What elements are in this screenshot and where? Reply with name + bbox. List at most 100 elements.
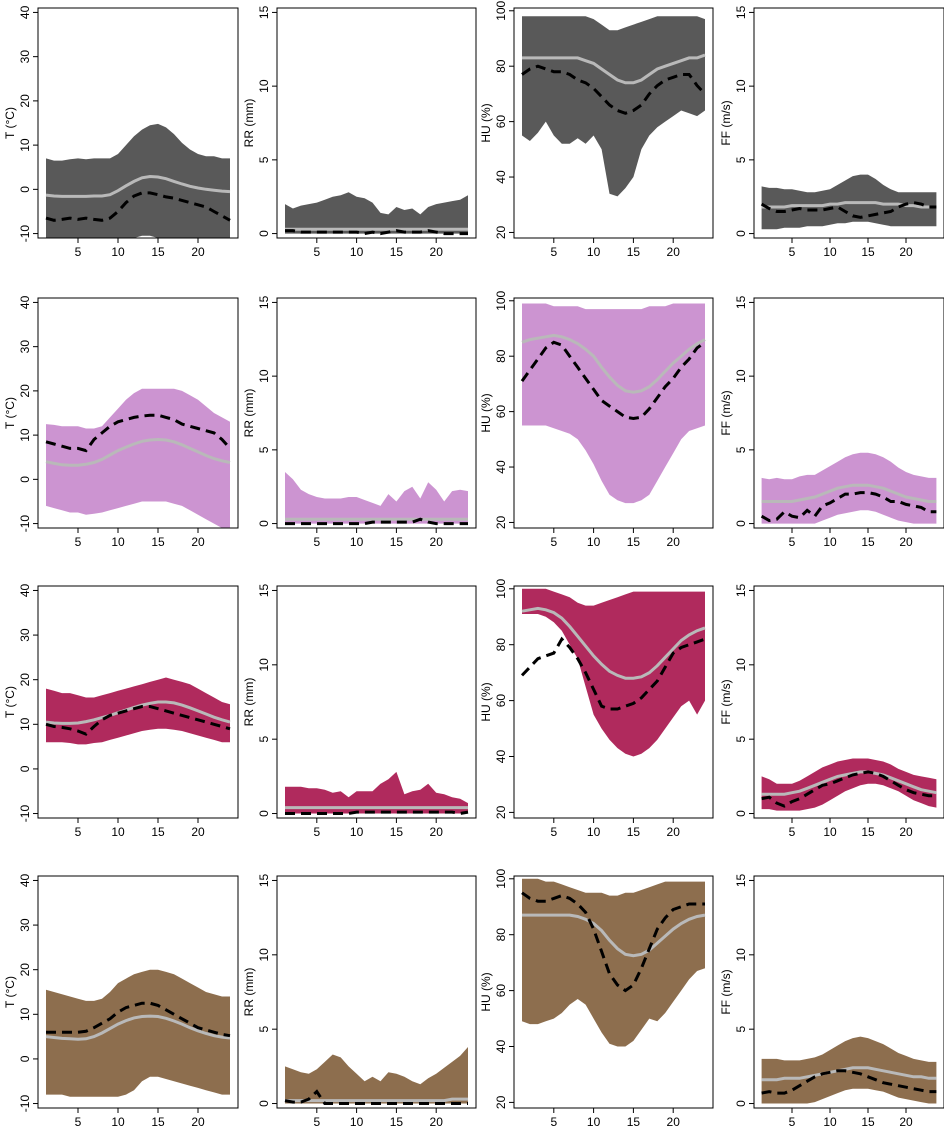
panel-frame <box>37 585 239 819</box>
x-tick-label: 5 <box>789 1115 796 1129</box>
y-tick-label: 15 <box>734 583 748 597</box>
y-tick-label: 20 <box>494 515 508 529</box>
y-tick-label: 40 <box>494 1040 508 1054</box>
envelope-band <box>522 303 705 504</box>
x-tick-label: 5 <box>789 535 796 549</box>
x-tick-label: 15 <box>390 1115 404 1129</box>
y-tick-label: 10 <box>257 79 271 93</box>
y-tick-label: 0 <box>734 520 748 527</box>
x-tick-label: 10 <box>823 1115 837 1129</box>
y-tick-label: 15 <box>734 295 748 309</box>
panel-plot-area <box>761 1036 937 1104</box>
y-tick-label: 20 <box>494 1095 508 1109</box>
envelope-band <box>761 452 937 524</box>
x-tick-label: 10 <box>111 535 125 549</box>
envelope-band <box>522 878 705 1047</box>
y-tick-label: -10 <box>18 225 32 243</box>
panel-frame <box>753 585 944 819</box>
y-tick-label: 30 <box>18 50 32 64</box>
y-tick-label: 100 <box>494 290 508 310</box>
y-axis-label: RR (mm) <box>242 99 256 148</box>
x-tick-label: 10 <box>823 535 837 549</box>
panel-plot-area <box>520 588 706 757</box>
x-tick-label: 20 <box>667 245 681 259</box>
y-tick-label: -10 <box>18 805 32 823</box>
dashed-line <box>45 191 231 222</box>
panel-plot-area <box>285 192 468 236</box>
y-tick-label: 15 <box>257 295 271 309</box>
panel-frame <box>276 585 477 819</box>
dashed-line <box>521 64 707 115</box>
y-axis-label: T (°C) <box>3 976 17 1008</box>
x-tick-label: 10 <box>350 245 364 259</box>
y-tick-label: 15 <box>257 5 271 19</box>
y-tick-label: 80 <box>494 349 508 363</box>
envelope-band <box>46 969 230 1097</box>
x-tick-label: 15 <box>861 825 875 839</box>
y-tick-label: 100 <box>494 0 508 20</box>
y-axis-label: HU (%) <box>479 393 493 432</box>
y-axis-label: T (°C) <box>3 397 17 429</box>
dashed-line <box>521 891 705 993</box>
y-tick-label: 0 <box>18 186 32 193</box>
y-tick-label: 100 <box>494 578 508 598</box>
y-axis-label: RR (mm) <box>242 678 256 727</box>
x-tick-label: 15 <box>627 1115 641 1129</box>
y-tick-label: 5 <box>257 736 271 743</box>
x-tick-label: 20 <box>899 535 913 549</box>
panel-frame <box>513 297 714 529</box>
x-tick-label: 10 <box>111 245 125 259</box>
panel-row4-wind: 5 10 15 20 0 5 10 15 FF (m/s) <box>719 873 944 1129</box>
y-axis-label: FF (m/s) <box>719 100 733 145</box>
x-tick-label: 15 <box>861 1115 875 1129</box>
y-tick-label: 60 <box>494 115 508 129</box>
dashed-line <box>45 413 232 453</box>
dashed-line <box>761 1069 937 1095</box>
y-tick-label: 40 <box>18 873 32 887</box>
x-tick-label: 20 <box>430 1115 444 1129</box>
x-tick-label: 15 <box>151 535 165 549</box>
x-tick-label: 5 <box>75 1115 82 1129</box>
y-axis-label: T (°C) <box>3 107 17 139</box>
x-tick-label: 20 <box>899 245 913 259</box>
x-tick-label: 5 <box>313 535 320 549</box>
mean-line <box>761 201 937 209</box>
x-tick-label: 10 <box>111 825 125 839</box>
x-tick-label: 5 <box>550 245 557 259</box>
x-tick-label: 20 <box>899 1115 913 1129</box>
y-tick-label: 0 <box>257 520 271 527</box>
panel-frame <box>513 875 714 1109</box>
x-tick-label: 15 <box>627 535 641 549</box>
dashed-line <box>761 770 937 808</box>
y-axis-label: T (°C) <box>3 686 17 718</box>
x-tick-label: 15 <box>861 245 875 259</box>
y-tick-label: 20 <box>18 673 32 687</box>
y-axis-label: FF (m/s) <box>719 390 733 435</box>
panel-row2-precipitation: 5 10 15 20 0 5 10 15 RR (mm) <box>242 295 477 549</box>
y-tick-label: 60 <box>494 405 508 419</box>
envelope-band <box>285 192 468 234</box>
dashed-line <box>46 1001 231 1038</box>
x-tick-label: 10 <box>587 245 601 259</box>
y-tick-label: 10 <box>734 79 748 93</box>
envelope-band <box>285 1047 468 1104</box>
panel-frame <box>513 585 714 819</box>
x-tick-label: 5 <box>550 825 557 839</box>
x-tick-label: 5 <box>313 245 320 259</box>
panel-frame <box>753 7 944 239</box>
y-tick-label: 30 <box>18 628 32 642</box>
y-tick-label: 5 <box>257 446 271 453</box>
mean-line <box>761 770 937 796</box>
y-tick-label: 20 <box>18 384 32 398</box>
x-tick-label: 20 <box>191 825 205 839</box>
envelope-band <box>761 758 937 811</box>
panel-plot-area <box>520 303 706 504</box>
mean-line <box>45 1014 231 1041</box>
y-tick-label: 80 <box>494 59 508 73</box>
y-tick-label: 10 <box>18 428 32 442</box>
mean-line <box>761 1066 937 1082</box>
x-tick-label: 20 <box>430 245 444 259</box>
y-tick-label: 15 <box>257 583 271 597</box>
dashed-line <box>285 229 468 236</box>
y-axis-label: HU (%) <box>479 682 493 721</box>
